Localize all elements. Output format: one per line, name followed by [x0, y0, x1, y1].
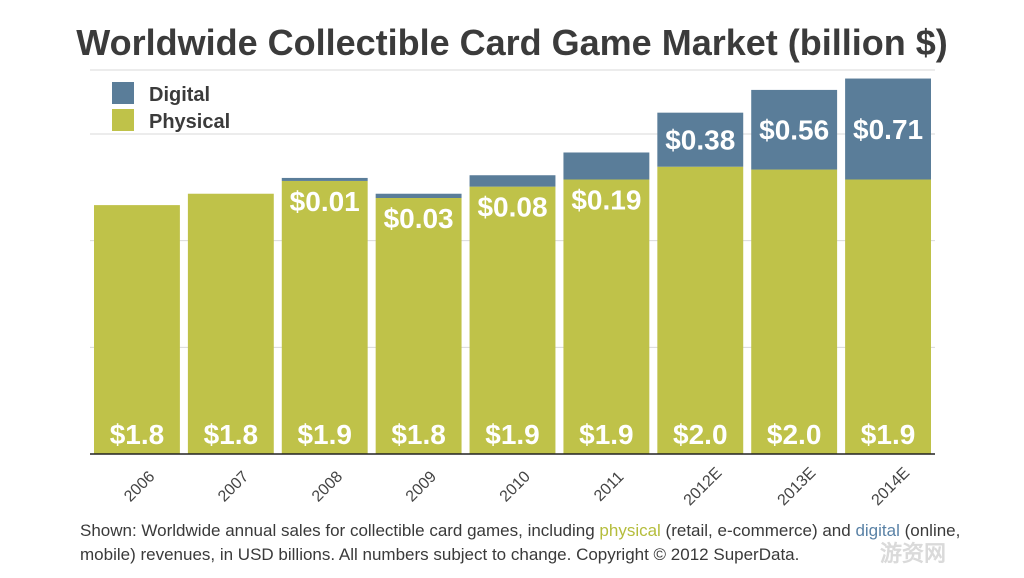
legend: Digital Physical — [112, 82, 230, 133]
bar-physical-2007 — [187, 193, 274, 454]
tick-label-2006: 2006 — [121, 468, 158, 505]
legend-label-physical: Physical — [149, 111, 230, 133]
label-digital-2009: $0.03 — [384, 203, 454, 234]
chart-title: Worldwide Collectible Card Game Market (… — [76, 22, 948, 63]
tick-label-2007: 2007 — [215, 468, 252, 505]
bar-physical-2009 — [375, 198, 462, 454]
label-digital-2008: $0.01 — [290, 186, 360, 217]
tick-label-2010: 2010 — [497, 468, 534, 505]
label-physical-2006: $1.8 — [110, 419, 165, 450]
bars — [94, 78, 931, 455]
legend-swatch-digital — [112, 82, 134, 104]
label-physical-2011: $1.9 — [579, 419, 634, 450]
watermark: 游资网 — [880, 541, 947, 566]
label-digital-2010: $0.08 — [477, 192, 547, 223]
tick-label-2009: 2009 — [403, 468, 440, 505]
bar-digital-2010 — [469, 175, 556, 187]
caption-middle: (retail, e-commerce) and — [660, 521, 856, 540]
label-physical-2010: $1.9 — [485, 419, 540, 450]
label-digital-2014E: $0.71 — [853, 114, 923, 145]
caption-suffix: (online, mobile) revenues, in USD billio… — [80, 521, 961, 564]
label-digital-2012E: $0.38 — [665, 125, 735, 156]
tick-label-2012E: 2012E — [681, 464, 726, 509]
label-digital-2013E: $0.56 — [759, 115, 829, 146]
chart-caption: Shown: Worldwide annual sales for collec… — [80, 519, 980, 567]
bar-physical-2011 — [563, 179, 650, 454]
x-tick-labels: 2006 2007 2008 2009 2010 2011 2012E 2013E 2014E — [121, 464, 913, 509]
tick-label-2011: 2011 — [591, 469, 627, 505]
caption-prefix: Shown: Worldwide annual sales for collec… — [80, 521, 600, 540]
bar-digital-2013E — [751, 89, 838, 170]
bar-digital-2014E — [845, 78, 931, 180]
label-physical-2008: $1.9 — [297, 419, 352, 450]
tick-label-2014E: 2014E — [869, 464, 914, 509]
bar-physical-2006 — [94, 205, 180, 454]
label-digital-2011: $0.19 — [571, 185, 641, 216]
label-physical-2014E: $1.9 — [861, 419, 916, 450]
bar-physical-2012E — [657, 166, 744, 454]
label-physical-2007: $1.8 — [204, 419, 259, 450]
bar-physical-2014E — [845, 179, 931, 454]
label-physical-2009: $1.8 — [391, 419, 446, 450]
legend-label-digital: Digital — [149, 84, 210, 106]
tick-label-2008: 2008 — [309, 468, 346, 505]
label-physical-2013E: $2.0 — [767, 419, 822, 450]
value-labels: $1.8 $1.8 $1.9 $0.01 $1.8 $0.03 $1.9 $0.08 $1.9 $… — [110, 114, 923, 450]
bar-physical-2008 — [281, 180, 368, 454]
label-physical-2012E: $2.0 — [673, 419, 728, 450]
bar-digital-2009 — [375, 193, 462, 198]
caption-physical-word: physical — [599, 521, 661, 540]
bar-physical-2013E — [751, 169, 838, 455]
caption-digital-word: digital — [855, 521, 900, 540]
bar-digital-2008 — [281, 177, 368, 181]
tick-label-2013E: 2013E — [775, 464, 820, 509]
bar-digital-2012E — [657, 112, 744, 167]
bar-digital-2011 — [563, 152, 650, 180]
legend-swatch-physical — [112, 109, 134, 131]
bar-physical-2010 — [469, 186, 556, 454]
